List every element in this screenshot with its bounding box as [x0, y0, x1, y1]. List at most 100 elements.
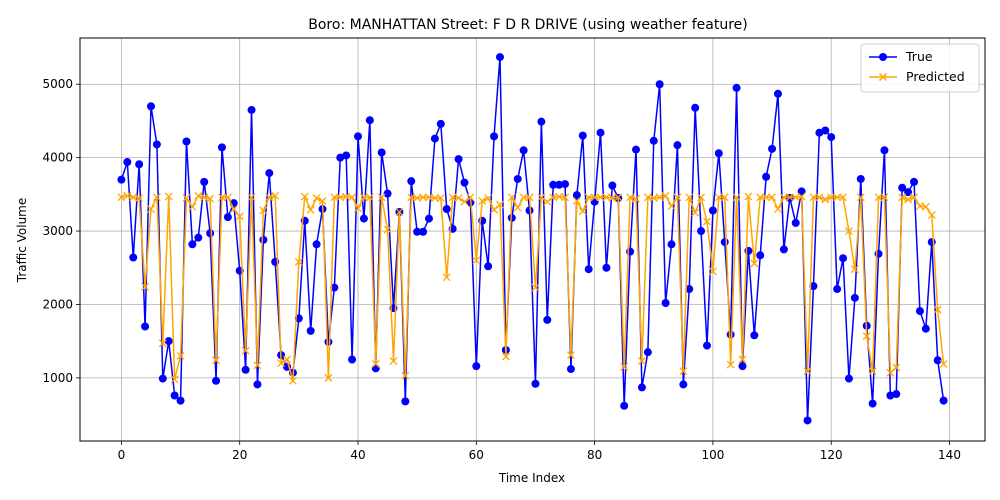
point-true [312, 240, 321, 249]
point-predicted [354, 204, 362, 213]
point-true [768, 144, 777, 153]
point-predicted [389, 357, 398, 365]
point-predicted [235, 212, 244, 221]
point-true [170, 391, 179, 400]
point-true [620, 401, 629, 410]
point-predicted [697, 193, 706, 202]
legend-marker-predicted [878, 72, 888, 82]
point-true [188, 240, 197, 249]
chart-title: Boro: MANHATTAN Street: F D R DRIVE (usi… [308, 17, 747, 33]
point-true [259, 235, 268, 244]
point-true [135, 160, 144, 169]
point-predicted [892, 363, 901, 372]
point-true [117, 175, 126, 184]
point-predicted [673, 193, 682, 202]
point-predicted [756, 193, 765, 202]
point-true [762, 172, 771, 181]
point-predicted [667, 202, 676, 211]
point-predicted [501, 352, 510, 361]
point-true [921, 324, 930, 333]
point-predicted [596, 193, 605, 202]
point-true [359, 214, 368, 223]
point-predicted [513, 203, 522, 212]
point-true [578, 131, 587, 140]
point-true [750, 331, 759, 340]
point-true [377, 148, 386, 157]
point-predicted [123, 191, 132, 200]
y-axis-label: Traffic Volume [15, 198, 29, 284]
point-predicted [442, 273, 451, 282]
point-predicted [691, 208, 700, 217]
legend-label-predicted: Predicted [906, 69, 965, 84]
point-true [472, 362, 481, 371]
point-predicted [348, 193, 357, 202]
point-predicted [856, 193, 865, 202]
point-true [809, 282, 818, 291]
point-true [531, 379, 540, 388]
point-true [673, 141, 682, 150]
x-axis: 0 20 40 60 80 100 120 140 [118, 441, 961, 462]
point-true [702, 341, 711, 350]
point-true [525, 206, 534, 215]
point-true [424, 214, 433, 223]
point-predicted [714, 193, 723, 202]
point-true [519, 146, 528, 155]
point-predicted [584, 193, 593, 202]
point-predicted [188, 202, 197, 211]
point-predicted [419, 193, 428, 202]
point-predicted [294, 257, 303, 266]
point-predicted [744, 192, 753, 201]
point-predicted [253, 361, 262, 370]
point-true [679, 380, 688, 389]
point-true [495, 53, 504, 62]
point-predicted [466, 193, 475, 202]
point-true [566, 365, 575, 374]
point-true [365, 116, 374, 125]
point-true [342, 151, 351, 160]
point-true [484, 262, 493, 271]
point-predicted [152, 193, 161, 202]
point-true [827, 133, 836, 142]
point-true [152, 140, 161, 149]
point-true [839, 254, 848, 263]
point-predicted [632, 194, 640, 203]
point-predicted [827, 193, 836, 202]
point-predicted [223, 193, 232, 202]
point-true [756, 251, 765, 260]
point-predicted [436, 194, 445, 202]
point-true [927, 238, 936, 247]
point-predicted [626, 193, 635, 202]
point-true [212, 376, 221, 385]
x-tick-label: 120 [820, 448, 843, 462]
y-tick-label: 1000 [42, 371, 73, 385]
point-true [537, 117, 546, 126]
point-true [306, 326, 315, 335]
point-predicted [809, 193, 818, 202]
point-predicted [377, 193, 386, 202]
point-predicted [543, 197, 552, 206]
point-predicted [206, 194, 215, 203]
legend-marker-true [879, 53, 887, 61]
point-predicted [815, 193, 824, 202]
point-predicted [306, 205, 315, 214]
point-true [649, 136, 658, 145]
series-layer [117, 53, 948, 425]
series-line-true [120, 56, 945, 422]
point-true [697, 227, 706, 236]
point-predicted [708, 267, 717, 276]
point-predicted [164, 192, 173, 201]
point-true [791, 218, 800, 227]
point-true [797, 187, 806, 196]
point-true [454, 155, 463, 164]
y-axis: 1000 2000 3000 4000 5000 [42, 77, 80, 385]
point-true [146, 102, 155, 111]
point-predicted [158, 339, 167, 348]
point-predicted [218, 193, 226, 202]
point-predicted [401, 371, 410, 380]
point-true [354, 132, 363, 141]
point-true [667, 240, 676, 249]
point-predicted [496, 200, 504, 209]
point-true [803, 416, 812, 425]
point-true [738, 362, 747, 371]
